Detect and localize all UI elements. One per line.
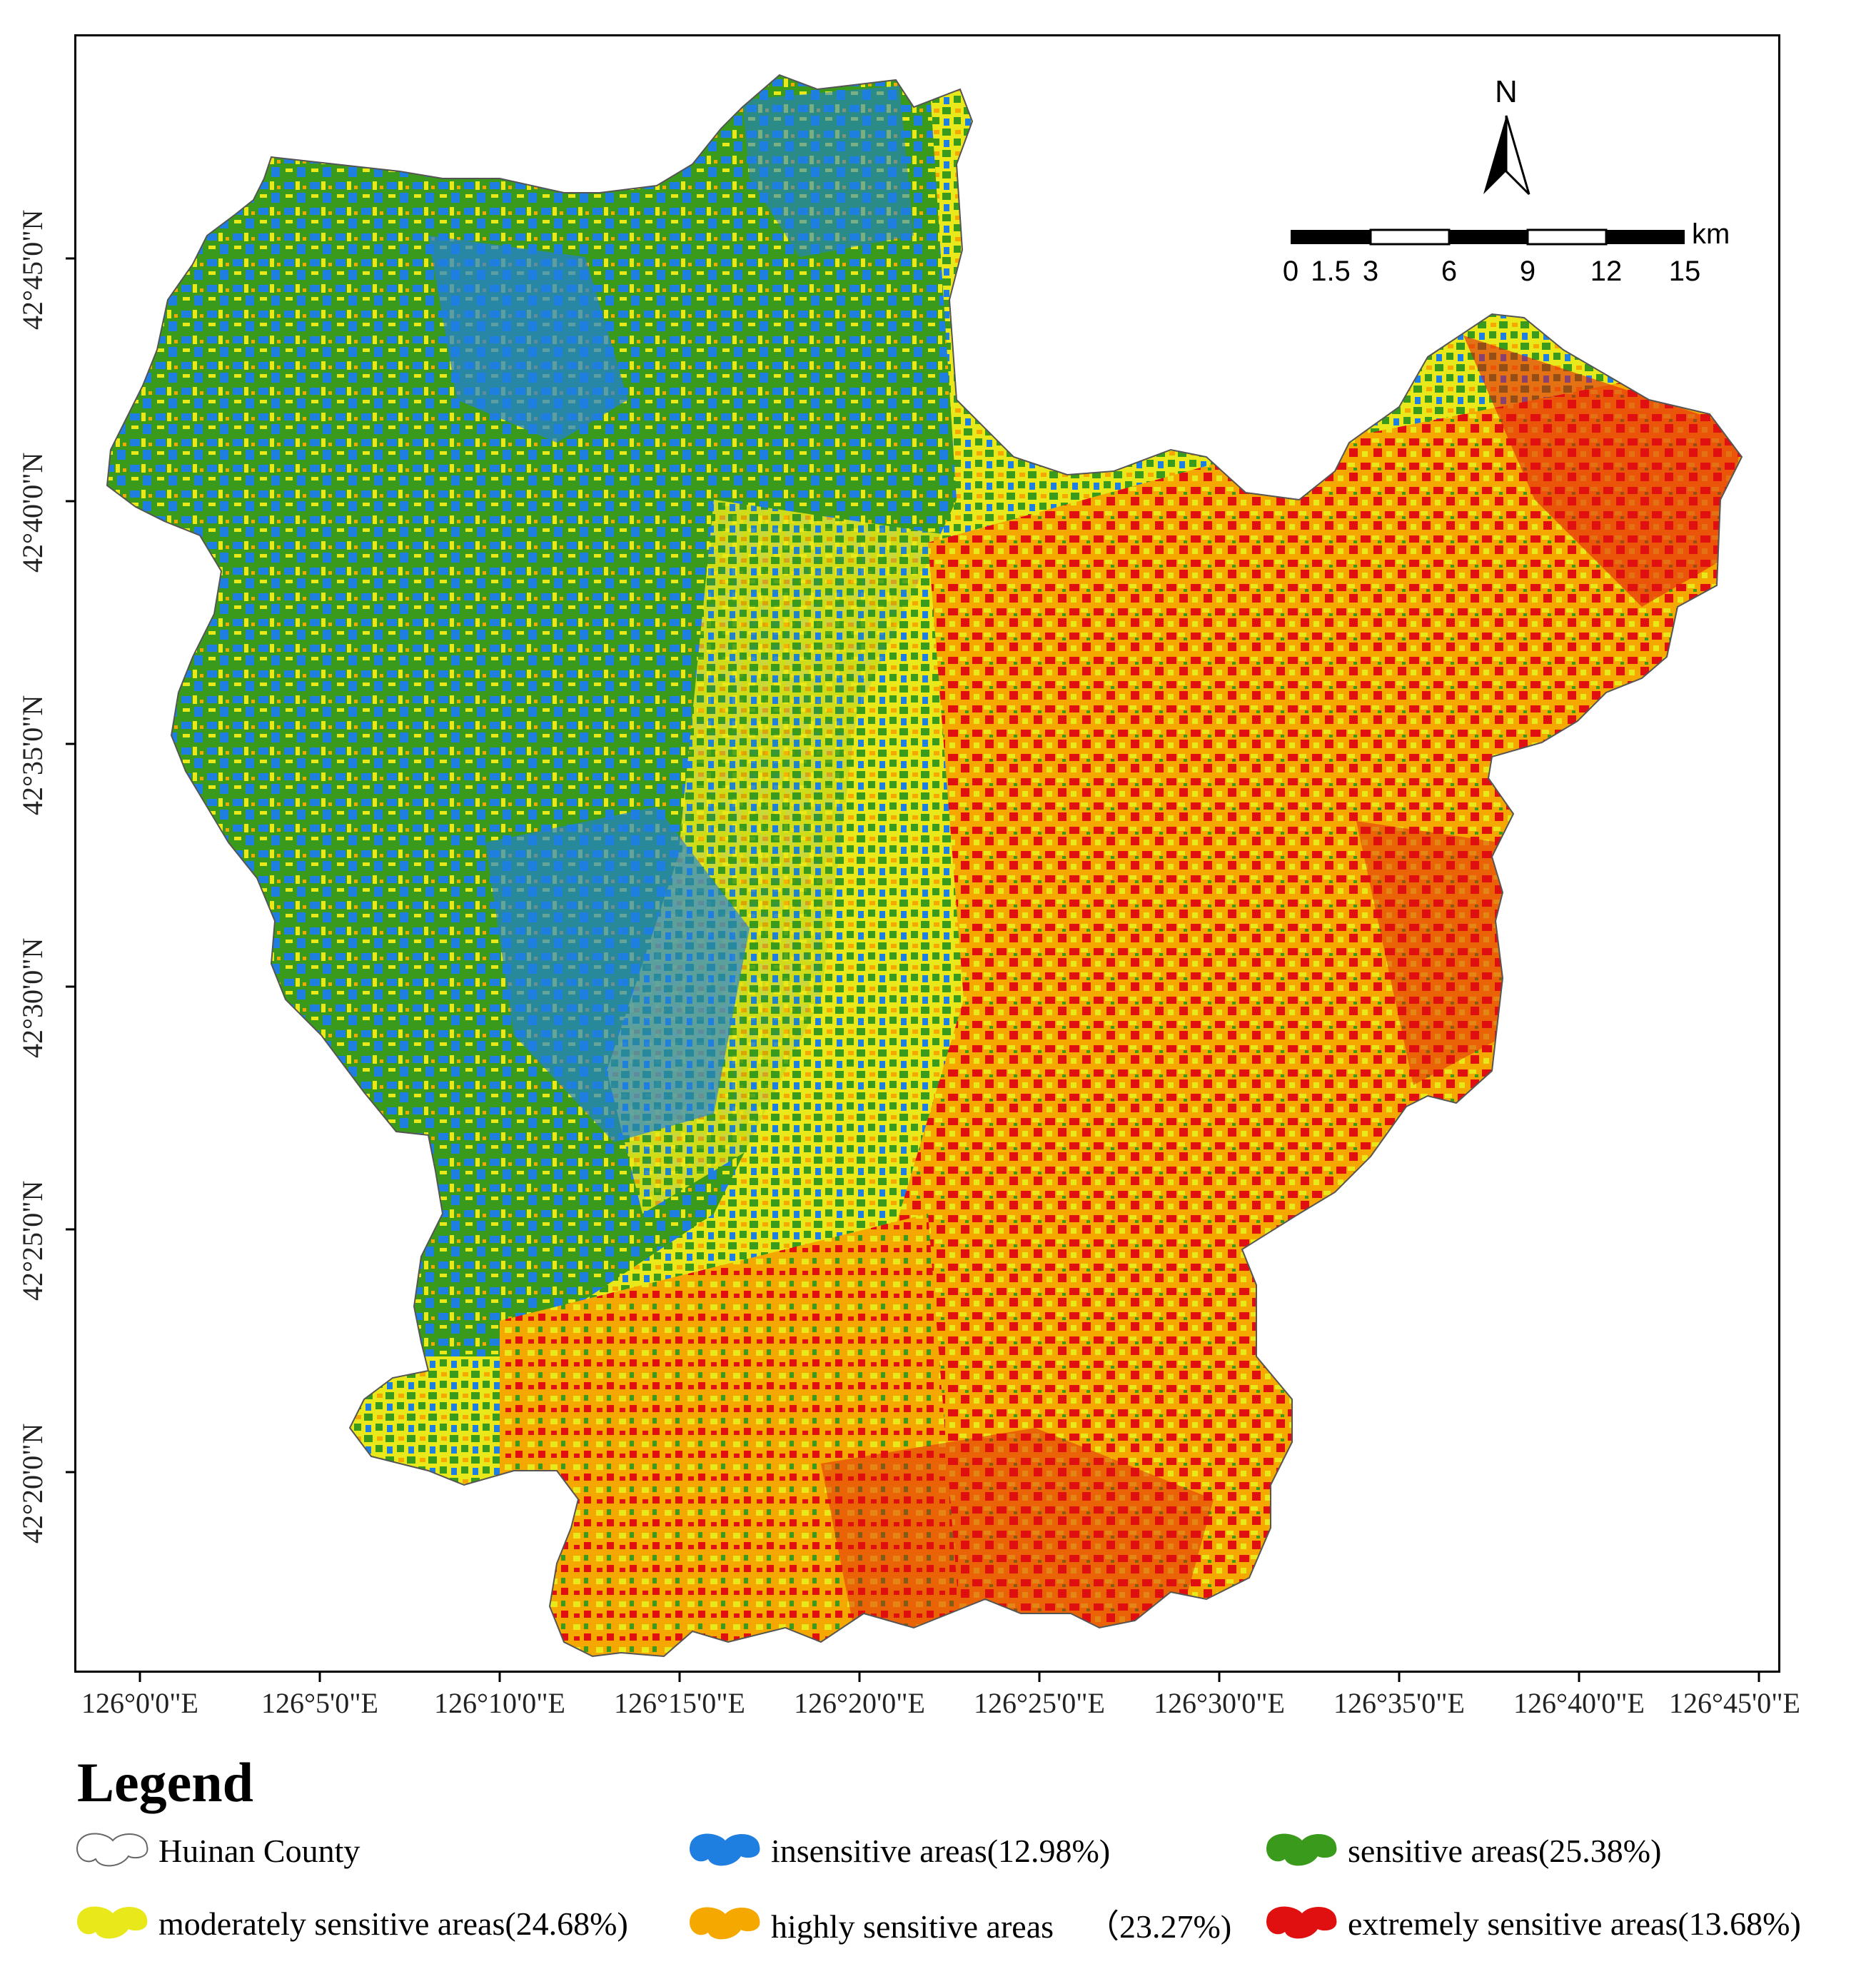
- legend-item-extreme: extremely sensitive areas(13.68%): [1261, 1900, 1801, 1946]
- legend-label: moderately sensitive areas(24.68%): [158, 1905, 628, 1942]
- legend-item-moderate: moderately sensitive areas(24.68%): [71, 1900, 628, 1946]
- lon-label: 126°10'0"E: [434, 1687, 565, 1719]
- lat-label: 42°40'0"N: [16, 452, 49, 573]
- north-label: N: [1495, 74, 1518, 109]
- scale-tick: 0: [1282, 256, 1299, 287]
- lat-label: 42°25'0"N: [16, 1180, 49, 1301]
- blob-icon: [690, 1833, 760, 1866]
- legend-item-high: highly sensitive areas （23.27%): [684, 1900, 1231, 1948]
- scale-tick: 3: [1362, 256, 1379, 287]
- scale-tick: 12: [1590, 256, 1623, 287]
- lat-label: 42°20'0"N: [16, 1423, 49, 1544]
- lon-label: 126°25'0"E: [974, 1687, 1105, 1719]
- legend-title: Legend: [77, 1751, 254, 1813]
- lat-label: 42°35'0"N: [16, 695, 49, 815]
- legend-label: insensitive areas(12.98%): [771, 1832, 1111, 1869]
- scale-tick: 9: [1519, 256, 1536, 287]
- scale-tick: 1.5: [1311, 256, 1351, 287]
- lon-label: 126°45'0"E: [1669, 1687, 1800, 1719]
- legend-label: Huinan County: [158, 1832, 360, 1869]
- scale-unit: km: [1692, 218, 1730, 250]
- scale-bar: [1291, 228, 1685, 246]
- scale-tick: 6: [1441, 256, 1458, 287]
- legend-item-county: Huinan County: [71, 1828, 360, 1873]
- legend-label: highly sensitive areas （23.27%): [771, 1908, 1232, 1945]
- lon-label: 126°15'0"E: [614, 1687, 745, 1719]
- lat-label: 42°30'0"N: [16, 937, 49, 1058]
- legend-label: extremely sensitive areas(13.68%): [1348, 1905, 1801, 1942]
- legend-item-sensitive: sensitive areas(25.38%): [1261, 1828, 1661, 1873]
- lon-label: 126°5'0"E: [261, 1687, 378, 1719]
- blob-icon: [77, 1906, 148, 1939]
- legend-item-insensitive: insensitive areas(12.98%): [684, 1828, 1110, 1873]
- lon-label: 126°0'0"E: [81, 1687, 198, 1719]
- lon-ticks: [138, 1673, 1760, 1682]
- scale-tick: 15: [1668, 256, 1701, 287]
- blob-icon: [1266, 1833, 1337, 1866]
- lon-label: 126°35'0"E: [1333, 1687, 1465, 1719]
- lon-label: 126°30'0"E: [1154, 1687, 1285, 1719]
- north-arrow-icon: [1483, 115, 1530, 196]
- lat-ticks: [66, 257, 74, 1474]
- blob-icon: [690, 1907, 760, 1940]
- lon-label: 126°20'0"E: [794, 1687, 925, 1719]
- blob-icon: [76, 1833, 148, 1867]
- blob-icon: [1266, 1906, 1337, 1939]
- legend-label: sensitive areas(25.38%): [1348, 1832, 1662, 1869]
- lon-label: 126°40'0"E: [1513, 1687, 1645, 1719]
- lat-label: 42°45'0"N: [16, 209, 49, 330]
